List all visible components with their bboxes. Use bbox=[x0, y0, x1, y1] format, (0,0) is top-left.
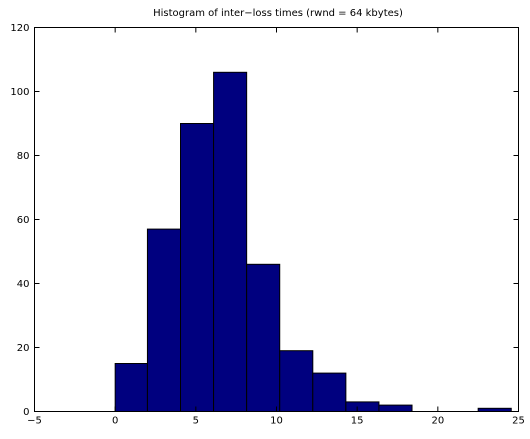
x-tick-label-6: 25 bbox=[512, 416, 525, 427]
histogram-bar-3 bbox=[213, 71, 248, 413]
x-tick-label-5: 20 bbox=[431, 416, 444, 427]
histogram-bar-7 bbox=[345, 401, 380, 412]
y-tick-label-0: 0 bbox=[23, 407, 29, 418]
x-tick-label-1: 0 bbox=[112, 416, 118, 427]
y-tick-label-6: 120 bbox=[10, 23, 29, 34]
y-tick-label-5: 100 bbox=[10, 87, 29, 98]
histogram-bar-4 bbox=[246, 263, 281, 412]
x-tick-label-2: 5 bbox=[193, 416, 199, 427]
histogram-bar-5 bbox=[279, 350, 314, 413]
y-tick-label-2: 40 bbox=[17, 279, 30, 290]
histogram-bar-1 bbox=[146, 228, 182, 412]
x-tick-label-4: 15 bbox=[351, 416, 364, 427]
histogram-bar-2 bbox=[180, 123, 215, 412]
bars-group bbox=[114, 71, 512, 413]
y-tick-label-1: 20 bbox=[17, 343, 30, 354]
histogram-bar-6 bbox=[312, 372, 347, 413]
histogram-bar-0 bbox=[114, 363, 148, 412]
plot-frame bbox=[34, 27, 519, 412]
y-tick-label-3: 60 bbox=[17, 215, 30, 226]
histogram-bar-8 bbox=[378, 404, 413, 413]
chart-title: Histogram of inter−loss times (rwnd = 64… bbox=[153, 8, 403, 19]
x-tick-label-0: −5 bbox=[27, 416, 42, 427]
x-tick-label-3: 10 bbox=[270, 416, 283, 427]
y-tick-label-4: 80 bbox=[17, 151, 30, 162]
